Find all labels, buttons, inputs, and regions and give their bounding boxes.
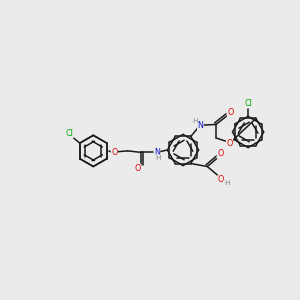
Text: N: N	[197, 121, 203, 130]
Text: H: H	[155, 155, 160, 161]
Text: O: O	[111, 148, 118, 157]
Text: O: O	[218, 175, 224, 184]
Text: O: O	[134, 164, 141, 173]
Text: O: O	[226, 139, 233, 148]
Text: Cl: Cl	[65, 129, 73, 138]
Text: O: O	[227, 108, 234, 117]
Text: H: H	[192, 118, 198, 124]
Text: H: H	[224, 180, 230, 186]
Text: O: O	[217, 149, 224, 158]
Text: Cl: Cl	[244, 99, 252, 108]
Text: N: N	[154, 148, 160, 157]
